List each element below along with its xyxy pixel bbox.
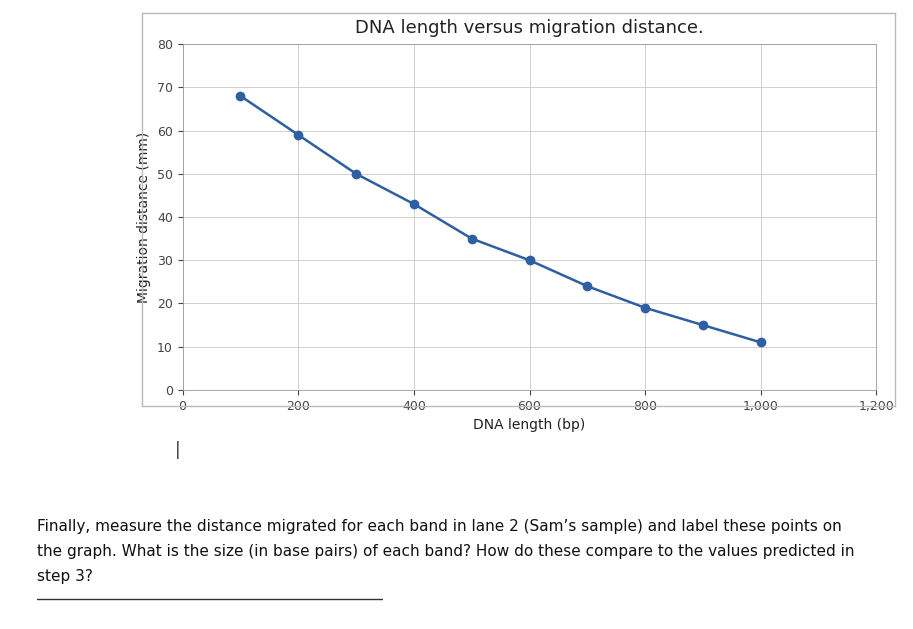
X-axis label: DNA length (bp): DNA length (bp) — [474, 418, 585, 432]
Text: step 3?: step 3? — [37, 569, 92, 584]
Text: Finally, measure the distance migrated for each band in lane 2 (Sam’s sample) an: Finally, measure the distance migrated f… — [37, 519, 841, 534]
Text: the graph. What is the size (in base pairs) of each band? How do these compare t: the graph. What is the size (in base pai… — [37, 544, 854, 559]
Y-axis label: Migration distance (mm): Migration distance (mm) — [137, 131, 152, 303]
Title: DNA length versus migration distance.: DNA length versus migration distance. — [355, 19, 704, 37]
Text: |: | — [175, 441, 181, 459]
